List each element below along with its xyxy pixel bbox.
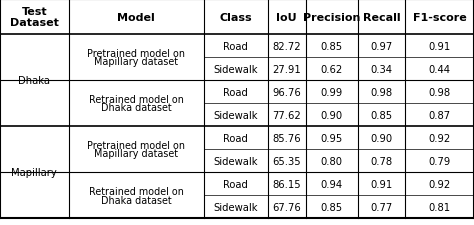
Text: 0.90: 0.90 (370, 133, 392, 143)
Text: Precision: Precision (303, 12, 360, 22)
Text: 0.44: 0.44 (428, 64, 450, 74)
Text: Retrained model on: Retrained model on (89, 95, 183, 105)
Text: 96.76: 96.76 (272, 87, 301, 97)
Text: Sidewalk: Sidewalk (213, 156, 258, 166)
Text: 0.92: 0.92 (428, 133, 450, 143)
Text: 0.95: 0.95 (320, 133, 343, 143)
Text: 0.78: 0.78 (370, 156, 392, 166)
Text: 0.77: 0.77 (370, 202, 392, 212)
Text: Road: Road (223, 133, 248, 143)
Text: 65.35: 65.35 (272, 156, 301, 166)
Text: Sidewalk: Sidewalk (213, 64, 258, 74)
Text: 82.72: 82.72 (272, 41, 301, 51)
Text: Road: Road (223, 41, 248, 51)
Text: Road: Road (223, 87, 248, 97)
Text: 0.97: 0.97 (370, 41, 392, 51)
Text: 0.34: 0.34 (370, 64, 392, 74)
Text: F1-score: F1-score (412, 12, 466, 22)
Text: Dhaka dataset: Dhaka dataset (101, 103, 172, 113)
Text: 0.98: 0.98 (370, 87, 392, 97)
Text: Mapillary dataset: Mapillary dataset (94, 149, 178, 159)
Text: 0.62: 0.62 (320, 64, 343, 74)
Text: Model: Model (118, 12, 155, 22)
Text: Road: Road (223, 179, 248, 189)
Text: 85.76: 85.76 (272, 133, 301, 143)
Text: 0.91: 0.91 (370, 179, 392, 189)
Text: Mapillary dataset: Mapillary dataset (94, 57, 178, 67)
Text: 0.81: 0.81 (428, 202, 450, 212)
Text: 0.98: 0.98 (428, 87, 450, 97)
Text: Pretrained model on: Pretrained model on (87, 141, 185, 151)
Text: 0.90: 0.90 (320, 110, 343, 120)
Text: 0.94: 0.94 (320, 179, 343, 189)
Text: 0.79: 0.79 (428, 156, 450, 166)
Text: Pretrained model on: Pretrained model on (87, 49, 185, 59)
Text: Recall: Recall (363, 12, 400, 22)
Text: Test
Dataset: Test Dataset (10, 7, 59, 28)
Text: 0.91: 0.91 (428, 41, 450, 51)
Text: Dhaka dataset: Dhaka dataset (101, 195, 172, 205)
Text: Mapillary: Mapillary (11, 168, 57, 178)
Text: 0.80: 0.80 (320, 156, 343, 166)
Text: IoU: IoU (276, 12, 297, 22)
Text: Sidewalk: Sidewalk (213, 110, 258, 120)
Text: 77.62: 77.62 (272, 110, 301, 120)
Text: 86.15: 86.15 (272, 179, 301, 189)
Text: 27.91: 27.91 (272, 64, 301, 74)
Text: Sidewalk: Sidewalk (213, 202, 258, 212)
Text: 0.87: 0.87 (428, 110, 450, 120)
Text: 0.85: 0.85 (370, 110, 392, 120)
Text: Class: Class (219, 12, 252, 22)
Text: 0.85: 0.85 (320, 41, 343, 51)
Text: 0.85: 0.85 (320, 202, 343, 212)
Text: 0.92: 0.92 (428, 179, 450, 189)
Text: 0.99: 0.99 (320, 87, 343, 97)
Text: Dhaka: Dhaka (18, 76, 50, 86)
Text: Retrained model on: Retrained model on (89, 187, 183, 196)
Text: 67.76: 67.76 (272, 202, 301, 212)
